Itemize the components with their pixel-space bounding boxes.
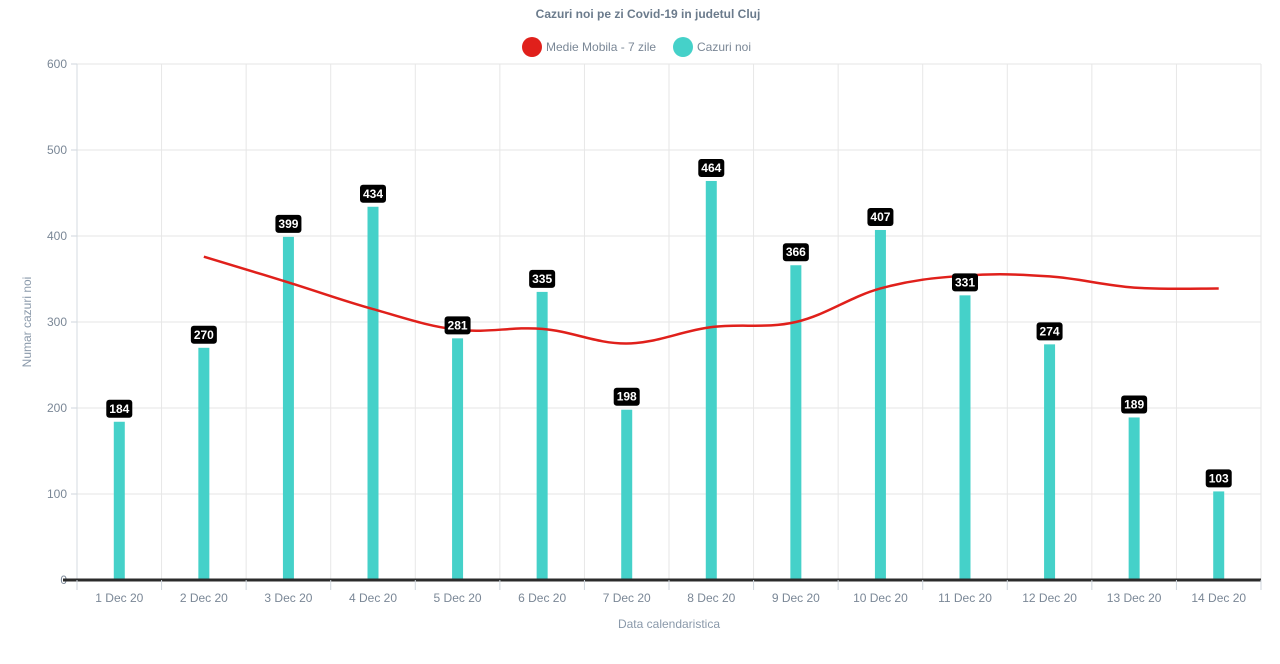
x-axis-title: Data calendaristica <box>618 617 720 631</box>
data-label-text: 103 <box>1209 471 1229 485</box>
data-label-box <box>275 214 302 233</box>
x-tick-label: 1 Dec 20 <box>95 591 143 605</box>
bars-series-new-cases <box>113 180 1225 581</box>
data-label: 189 <box>1121 395 1148 414</box>
data-label: 464 <box>698 158 725 177</box>
x-tick-label: 10 Dec 20 <box>853 591 908 605</box>
legend-label-new-cases: Cazuri noi <box>697 40 751 54</box>
data-label-text: 407 <box>870 210 890 224</box>
data-label: 399 <box>275 214 302 233</box>
x-tick-label: 14 Dec 20 <box>1191 591 1246 605</box>
chart-title: Cazuri noi pe zi Covid-19 in judetul Clu… <box>536 7 761 21</box>
data-label: 281 <box>444 316 471 335</box>
x-tick-label: 7 Dec 20 <box>603 591 651 605</box>
data-label: 184 <box>106 399 133 418</box>
data-label: 274 <box>1036 322 1063 341</box>
data-label-box <box>190 325 217 344</box>
data-label: 331 <box>952 273 978 292</box>
y-axis-title: Numar cazuri noi <box>20 277 34 368</box>
x-tick-label: 2 Dec 20 <box>180 591 228 605</box>
data-label-text: 434 <box>363 187 383 201</box>
y-tick-label: 300 <box>47 315 67 329</box>
data-label-box <box>1036 322 1063 341</box>
y-tick-label: 200 <box>47 401 67 415</box>
data-label-text: 270 <box>194 328 214 342</box>
x-tick-label: 11 Dec 20 <box>938 591 992 605</box>
bar-new-cases[interactable] <box>621 409 633 580</box>
x-tick-label: 8 Dec 20 <box>687 591 735 605</box>
y-tick-label: 400 <box>47 229 67 243</box>
data-label-box <box>529 269 556 288</box>
legend-label-moving-average: Medie Mobila - 7 zile <box>546 40 656 54</box>
data-label: 366 <box>782 243 809 262</box>
x-tick-label: 4 Dec 20 <box>349 591 397 605</box>
data-label-box <box>106 399 133 418</box>
x-tick-label: 6 Dec 20 <box>518 591 566 605</box>
y-tick-label: 600 <box>47 57 67 71</box>
data-label-text: 184 <box>109 402 129 416</box>
y-tick-label: 500 <box>47 143 67 157</box>
bar-new-cases[interactable] <box>198 347 210 580</box>
data-label-box <box>698 158 725 177</box>
bar-new-cases[interactable] <box>536 291 548 580</box>
y-axis: 0100200300400500600 <box>47 57 78 587</box>
data-label-text: 281 <box>448 318 468 332</box>
bar-new-cases[interactable] <box>1128 417 1140 580</box>
x-tick-label: 12 Dec 20 <box>1022 591 1077 605</box>
x-axis: 1 Dec 20 2 Dec 20 3 Dec 20 4 Dec 20 5 Dec 20… <box>63 578 1262 605</box>
x-tick-label: 3 Dec 20 <box>264 591 312 605</box>
data-label: 103 <box>1205 469 1232 488</box>
legend-item-new-cases[interactable]: Cazuri noi <box>673 37 751 57</box>
data-label-text: 366 <box>786 245 806 259</box>
data-labels: 184 270 399 434 281 335 198 464 366 407 331 274 189 1… <box>106 158 1232 488</box>
line-moving-average[interactable] <box>203 255 1219 345</box>
data-label-box <box>360 184 386 203</box>
data-label-text: 335 <box>532 272 552 286</box>
line-series-moving-average <box>203 255 1219 345</box>
bar-new-cases[interactable] <box>1044 344 1056 580</box>
bar-new-cases[interactable] <box>874 229 886 581</box>
data-label-box <box>867 207 894 226</box>
bar-new-cases[interactable] <box>282 236 294 581</box>
data-label-box <box>1205 469 1232 488</box>
legend[interactable]: Medie Mobila - 7 zile Cazuri noi <box>522 37 751 57</box>
data-label-text: 274 <box>1040 324 1060 338</box>
bar-new-cases[interactable] <box>367 206 379 580</box>
bar-new-cases[interactable] <box>1213 491 1225 580</box>
data-label-box <box>613 387 640 406</box>
data-label-box <box>782 243 809 262</box>
gridlines <box>76 63 1262 580</box>
data-label: 270 <box>190 325 217 344</box>
data-label-box <box>952 273 978 292</box>
x-tick-label: 5 Dec 20 <box>434 591 482 605</box>
data-label: 198 <box>613 387 640 406</box>
data-label: 434 <box>360 184 386 203</box>
data-label-text: 331 <box>955 275 975 289</box>
bar-new-cases[interactable] <box>790 265 802 580</box>
data-label-text: 399 <box>278 217 298 231</box>
data-label-text: 189 <box>1124 397 1144 411</box>
data-label-text: 198 <box>617 390 637 404</box>
data-label-text: 464 <box>701 161 721 175</box>
x-tick-label: 13 Dec 20 <box>1107 591 1162 605</box>
data-label: 335 <box>529 269 556 288</box>
y-tick-label: 100 <box>47 487 67 501</box>
bar-new-cases[interactable] <box>113 421 125 580</box>
bar-new-cases[interactable] <box>705 180 717 580</box>
data-label-box <box>444 316 471 335</box>
bar-new-cases[interactable] <box>452 338 464 580</box>
data-label: 407 <box>867 207 894 226</box>
x-tick-label: 9 Dec 20 <box>772 591 820 605</box>
legend-marker-moving-average <box>522 37 542 57</box>
legend-item-moving-average[interactable]: Medie Mobila - 7 zile <box>522 37 656 57</box>
bar-new-cases[interactable] <box>959 295 971 580</box>
data-label-box <box>1121 395 1148 414</box>
legend-marker-new-cases <box>673 37 693 57</box>
